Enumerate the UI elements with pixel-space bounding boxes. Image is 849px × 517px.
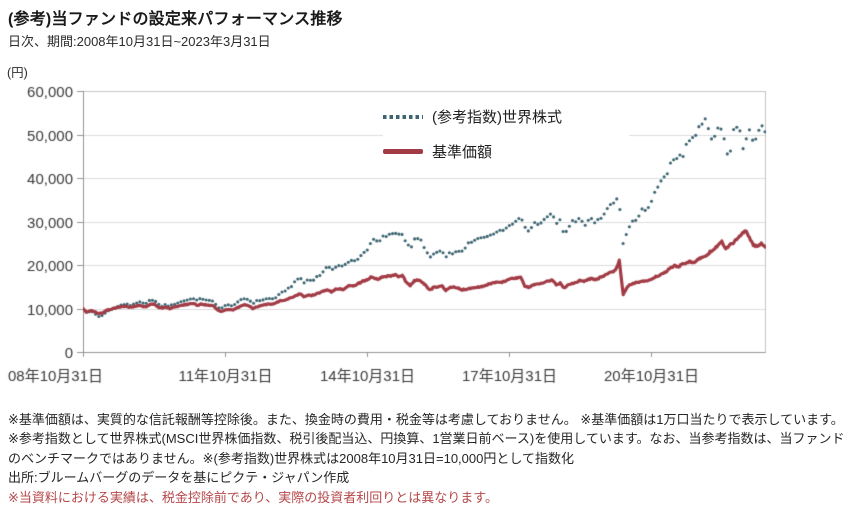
legend-label-world-equity: (参考指数)世界株式 [432,109,562,126]
footnote-line: ※基準価額は、実質的な信託報酬等控除後。また、換金時の費用・税金等は考慮しており… [8,412,844,427]
legend-item-nav: 基準価額 [383,134,629,169]
chart-legend: (参考指数)世界株式 基準価額 [383,99,629,169]
legend-label-nav: 基準価額 [432,144,493,161]
chart-canvas [0,0,849,400]
footnote-source-line: 出所:ブルームバーグのデータを基にピクテ・ジャパン作成 [8,470,350,486]
page-subtitle: 日次、期間:2008年10月31日~2023年3月31日 [8,34,271,49]
footnote-warning-line: ※当資料における実績は、税金控除前であり、実際の投資者利回りとは異なります。 [8,489,498,505]
page-title: (参考)当ファンドの設定来パフォーマンス推移 [8,11,343,28]
footnote-line: のベンチマークではありません。※(参考指数)世界株式は2008年10月31日=1… [8,450,574,466]
footnote-line: ※参考指数として世界株式(MSCI世界株価指数、税引後配当込、円換算、1営業日前… [8,431,845,447]
footnotes: ※基準価額は、実質的な信託報酬等控除後。また、換金時の費用・税金等は考慮しており… [8,410,848,507]
legend-item-world-equity: (参考指数)世界株式 [383,99,629,134]
nav-solid-line-icon [383,149,423,154]
world-equity-dotted-line-icon [383,114,423,119]
y-axis-unit-label: (円) [7,66,28,80]
